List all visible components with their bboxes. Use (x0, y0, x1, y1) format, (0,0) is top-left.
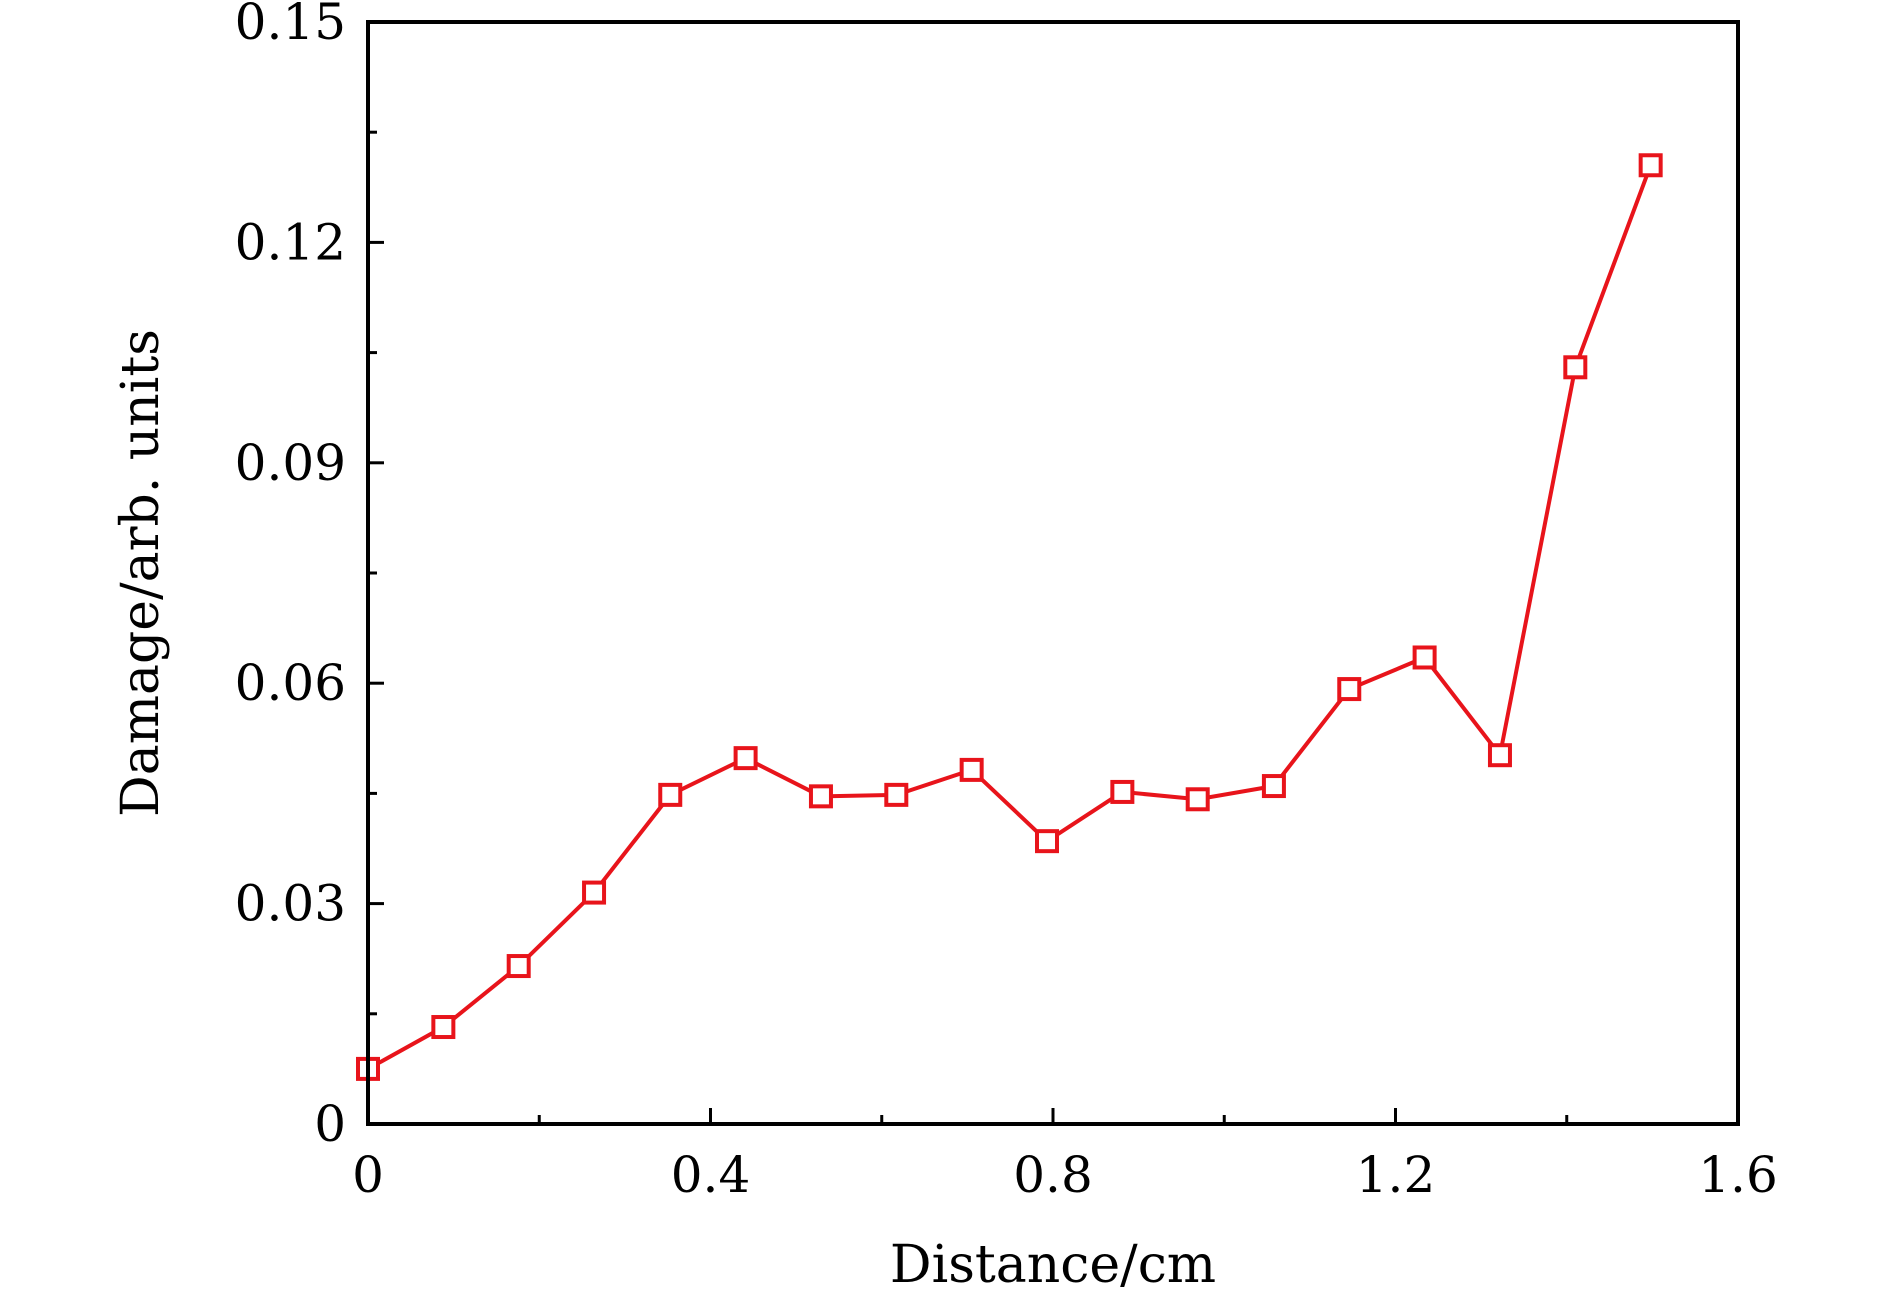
x-axis-title: Distance/cm (890, 1235, 1216, 1295)
y-tick-labels: 0 0.03 0.06 0.09 0.12 0.15 (235, 0, 346, 1153)
data-point-marker (808, 784, 833, 809)
plot-frame (366, 20, 1740, 1126)
x-tick-label: 1.6 (1698, 1146, 1778, 1204)
data-point-marker (1035, 829, 1060, 854)
x-tick-label: 1.2 (1356, 1146, 1436, 1204)
data-point-marker (1563, 355, 1588, 380)
x-tick-labels: 0 0.4 0.8 1.2 1.6 (352, 1146, 1778, 1204)
data-point-marker (1185, 787, 1210, 812)
y-tick-label: 0 (314, 1095, 346, 1153)
data-point-marker (1337, 677, 1362, 702)
y-tick-label: 0.09 (235, 434, 346, 492)
x-tick-label: 0.4 (671, 1146, 751, 1204)
data-point-marker (431, 1015, 456, 1040)
x-tick-label: 0 (352, 1146, 384, 1204)
axis-ticks (366, 20, 1740, 1126)
data-point-marker (959, 757, 984, 782)
data-point-marker (1412, 645, 1437, 670)
data-series (356, 153, 1663, 1081)
y-tick-label: 0.03 (235, 875, 346, 933)
x-tick-label: 0.8 (1013, 1146, 1093, 1204)
data-point-marker (1487, 743, 1512, 768)
data-point-marker (733, 746, 758, 771)
data-point-marker (1110, 779, 1135, 804)
data-point-marker (1261, 774, 1286, 799)
data-point-marker (506, 954, 531, 979)
y-tick-label: 0.15 (235, 0, 346, 51)
data-point-marker (658, 782, 683, 807)
data-point-marker (1638, 153, 1663, 178)
series-line (367, 164, 1653, 1071)
data-point-marker (582, 880, 607, 905)
y-axis-title: Damage/arb. units (111, 329, 171, 817)
y-tick-label: 0.06 (235, 654, 346, 712)
y-tick-label: 0.12 (235, 213, 346, 271)
data-point-marker (884, 782, 909, 807)
